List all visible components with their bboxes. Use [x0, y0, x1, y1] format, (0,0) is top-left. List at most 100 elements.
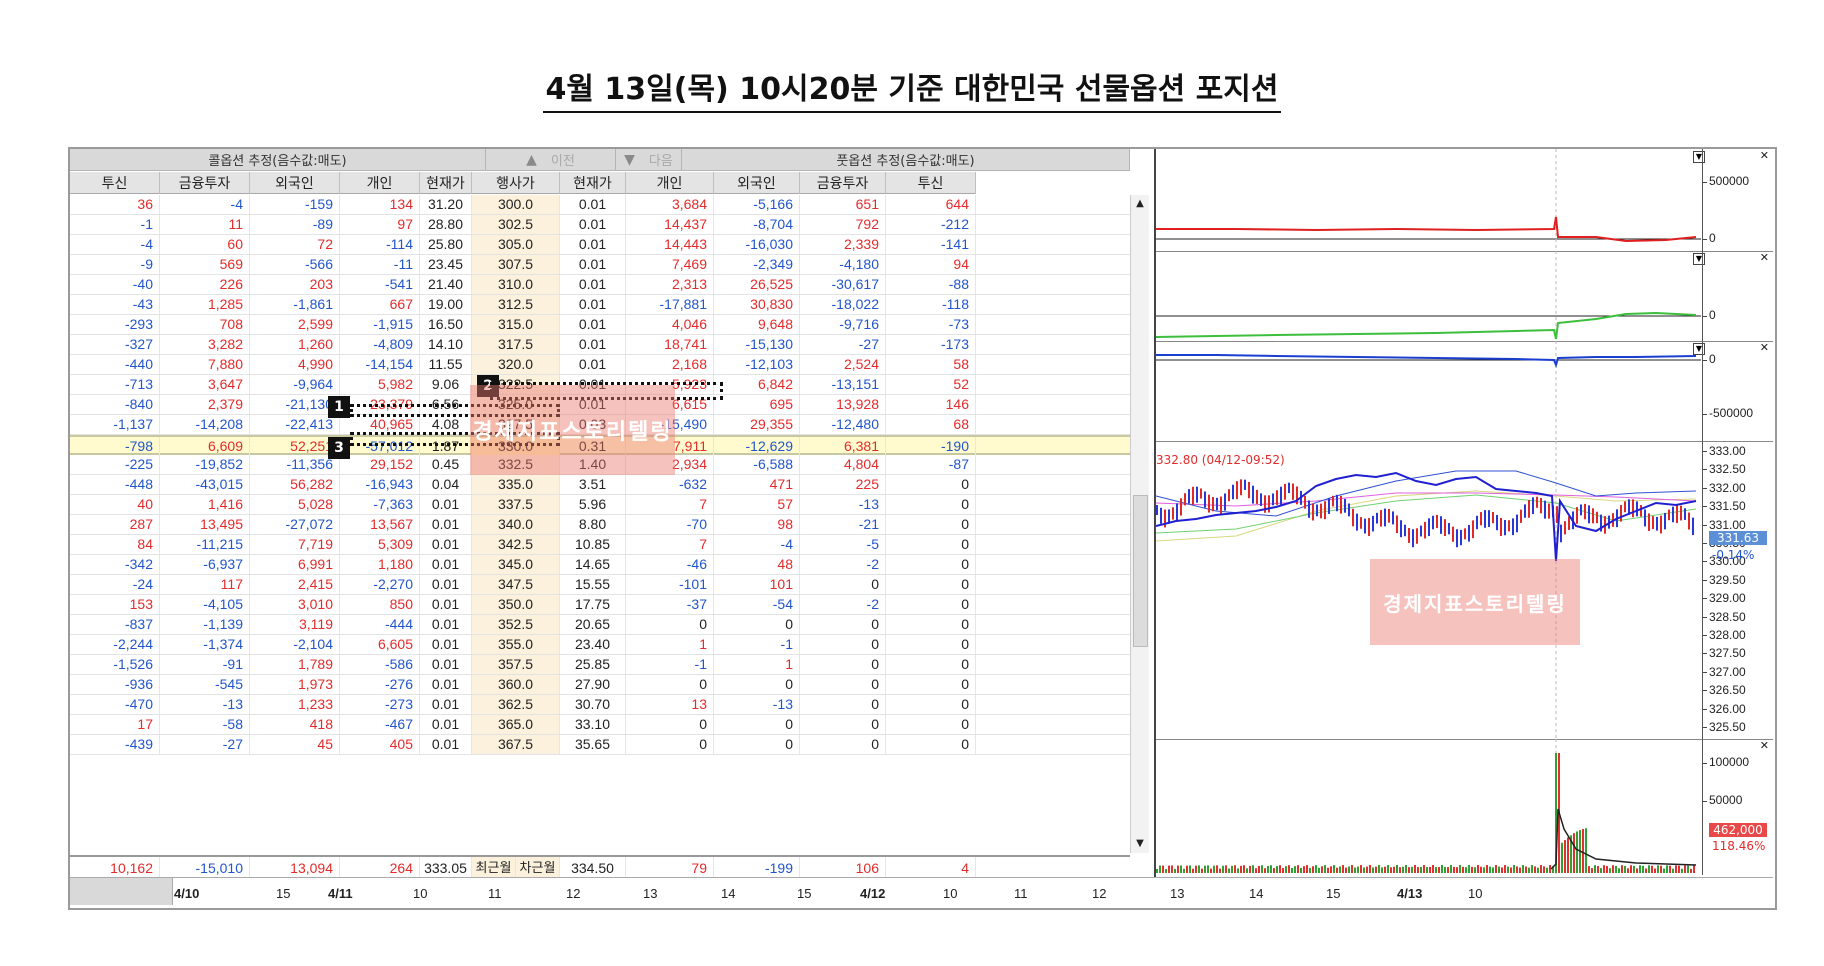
total-cell: 4 [886, 857, 976, 877]
table-row[interactable]: 287 13,495 -27,072 13,567 0.01 340.0 8.80 -70 98… [70, 515, 1130, 535]
table-cell: 1,416 [160, 495, 250, 514]
candle [1340, 495, 1342, 514]
candle [1196, 486, 1198, 503]
table-cell: 68 [886, 415, 976, 434]
volume-bar [1477, 865, 1479, 873]
table-scrollbar[interactable]: ▲ ▼ [1130, 195, 1149, 853]
table-cell: -43 [70, 295, 160, 314]
candle [1204, 491, 1206, 508]
table-row[interactable]: -837 -1,139 3,119 -444 0.01 352.5 20.65 0 0 0 0 [70, 615, 1130, 635]
candle [1532, 497, 1534, 515]
table-cell: 28.80 [420, 215, 472, 234]
table-row[interactable]: -327 3,282 1,260 -4,809 14.10 317.5 0.01 18,741… [70, 335, 1130, 355]
close-icon[interactable]: ✕ [1759, 739, 1769, 752]
volume-bar [1684, 865, 1686, 873]
table-cell: -1 [626, 655, 714, 674]
prev-button[interactable]: ▲ 이전 [486, 149, 616, 171]
table-cell: 4.08 [420, 415, 472, 434]
table-row[interactable]: -293 708 2,599 -1,915 16.50 315.0 0.01 4,046 9,6… [70, 315, 1130, 335]
month-tab[interactable]: 차근월 [516, 857, 560, 877]
volume-bar [1219, 868, 1221, 873]
table-cell: 3,010 [250, 595, 340, 614]
current-price-badge: 331.63 [1709, 531, 1767, 545]
volume-bar [1390, 867, 1392, 873]
table-row[interactable]: -43 1,285 -1,861 667 19.00 312.5 0.01 -17,881 30… [70, 295, 1130, 315]
scroll-thumb[interactable] [1133, 495, 1148, 647]
close-icon[interactable]: ✕ [1759, 341, 1769, 354]
month-tab[interactable]: 최근월 [472, 857, 516, 877]
total-cell: 264 [340, 857, 420, 877]
candle [1216, 497, 1218, 511]
volume-bar [1285, 866, 1287, 873]
highlight-box-1 [350, 404, 560, 417]
table-cell: -4,180 [800, 255, 886, 274]
price-tick-label: 328.00 [1709, 628, 1746, 642]
table-row[interactable]: -439 -27 45 405 0.01 367.5 35.65 0 0 0 0 [70, 735, 1130, 755]
table-row[interactable]: -9 569 -566 -11 23.45 307.5 0.01 7,469 -2,349 -4,… [70, 255, 1130, 275]
close-icon[interactable]: ✕ [1759, 149, 1769, 162]
table-row[interactable]: -24 117 2,415 -2,270 0.01 347.5 15.55 -101 101 0 0 [70, 575, 1130, 595]
table-row[interactable]: -470 -13 1,233 -273 0.01 362.5 30.70 13 -13 0 0 [70, 695, 1130, 715]
table-cell: -545 [160, 675, 250, 694]
table-row[interactable]: 36 -4 -159 134 31.20 300.0 0.01 3,684 -5,166 651 6… [70, 195, 1130, 215]
candle [1556, 506, 1558, 523]
total-cell: -199 [714, 857, 800, 877]
table-row[interactable]: -225 -19,852 -11,356 29,152 0.45 332.5 1.40 2,9… [70, 455, 1130, 475]
volume-bar [1465, 867, 1467, 873]
table-row[interactable]: -448 -43,015 56,282 -16,943 0.04 335.0 3.51 -63… [70, 475, 1130, 495]
candle [1432, 515, 1434, 530]
column-header: 투신 [886, 172, 976, 194]
volume-bar [1516, 866, 1518, 873]
table-cell: -1 [70, 215, 160, 234]
table-cell: 35.65 [560, 735, 626, 754]
table-cell: -12,103 [714, 355, 800, 374]
table-cell: 0 [800, 675, 886, 694]
candle [1600, 514, 1602, 532]
time-tick-label: 13 [1170, 886, 1185, 901]
table-cell: 0.01 [560, 275, 626, 294]
volume-bar [1543, 866, 1545, 873]
close-icon[interactable]: ✕ [1759, 251, 1769, 264]
table-cell: 10.85 [560, 535, 626, 554]
next-button[interactable]: ▼ 다음 [616, 149, 682, 171]
scroll-up-icon[interactable]: ▲ [1136, 198, 1144, 209]
candle [1208, 494, 1210, 513]
table-row[interactable]: -342 -6,937 6,991 1,180 0.01 345.0 14.65 -46 48-… [70, 555, 1130, 575]
time-tick-label: 15 [797, 886, 812, 901]
volume-bar [1435, 867, 1437, 873]
volume-bar [1693, 865, 1695, 873]
strike-cell: 360.0 [472, 675, 560, 694]
table-row[interactable]: -1,526 -91 1,789 -586 0.01 357.5 25.85 -1 1 0 0 [70, 655, 1130, 675]
table-row[interactable]: -936 -545 1,973 -276 0.01 360.0 27.90 0 0 0 0 [70, 675, 1130, 695]
table-row[interactable]: -440 7,880 4,990 -14,154 11.55 320.0 0.01 2,168… [70, 355, 1130, 375]
table-row[interactable]: -1,137 -14,208 -22,413 40,965 4.08 327.5 0.03-… [70, 415, 1130, 435]
table-cell: 7,880 [160, 355, 250, 374]
candle [1284, 483, 1286, 500]
table-row[interactable]: -2,244 -1,374 -2,104 6,605 0.01 355.0 23.40 1 -1… [70, 635, 1130, 655]
price-tick-label: 331.50 [1709, 499, 1746, 514]
table-cell: 7,469 [626, 255, 714, 274]
table-cell: -73 [886, 315, 976, 334]
candle [1632, 499, 1634, 518]
volume-bar [1630, 865, 1632, 873]
table-cell: -840 [70, 395, 160, 414]
table-cell: -5,166 [714, 195, 800, 214]
table-row[interactable]: 40 1,416 5,028 -7,363 0.01 337.5 5.96 7 57 -13 0 [70, 495, 1130, 515]
volume-bar [1180, 865, 1182, 873]
table-cell: -1,861 [250, 295, 340, 314]
volume-bar [1570, 835, 1572, 873]
table-cell: -293 [70, 315, 160, 334]
table-row[interactable]: -1 11 -89 97 28.80 302.5 0.01 14,437 -8,704 792 -2… [70, 215, 1130, 235]
scroll-down-icon[interactable]: ▼ [1136, 838, 1144, 849]
candle [1320, 503, 1322, 519]
table-cell: 4,990 [250, 355, 340, 374]
table-cell: 72 [250, 235, 340, 254]
table-row[interactable]: 17 -58 418 -467 0.01 365.0 33.10 0 0 0 0 [70, 715, 1130, 735]
candle [1660, 515, 1662, 534]
table-row[interactable]: -4 60 72 -114 25.80 305.0 0.01 14,443 -16,030 2,3… [70, 235, 1130, 255]
table-row[interactable]: 84 -11,215 7,719 5,309 0.01 342.5 10.85 7 -4 -5 0 [70, 535, 1130, 555]
indicator-svg-1 [1156, 149, 1701, 251]
table-row[interactable]: 153 -4,105 3,010 850 0.01 350.0 17.75 -37 -54 -2 0 [70, 595, 1130, 615]
volume-bar [1243, 865, 1245, 873]
table-row[interactable]: -40 226 203 -541 21.40 310.0 0.01 2,313 26,525 -3… [70, 275, 1130, 295]
